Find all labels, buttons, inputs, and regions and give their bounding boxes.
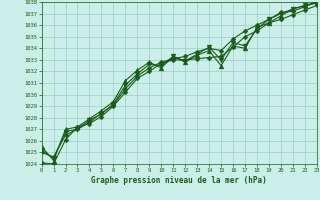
X-axis label: Graphe pression niveau de la mer (hPa): Graphe pression niveau de la mer (hPa) <box>91 176 267 185</box>
